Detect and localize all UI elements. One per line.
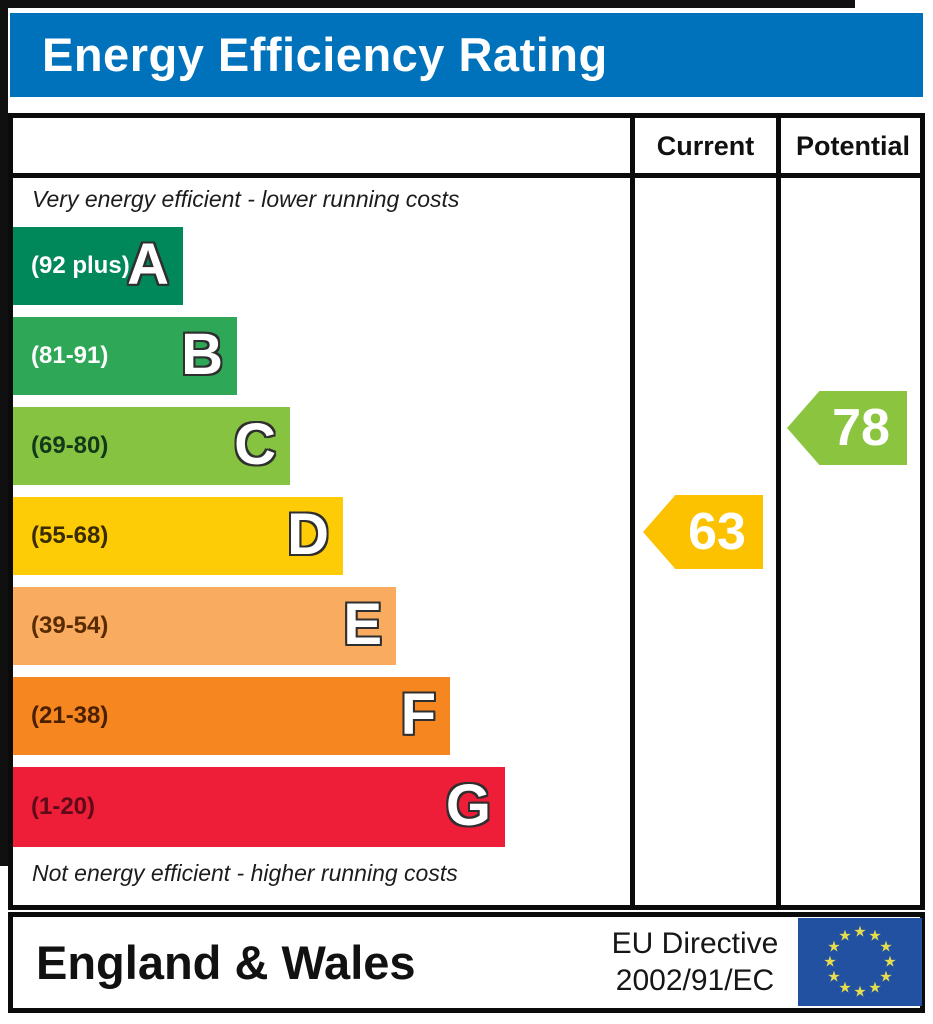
band-letter: G (445, 773, 491, 839)
eu-directive-label: EU Directive 2002/91/EC (598, 925, 792, 999)
eu-flag-star: ★ (883, 953, 897, 971)
eu-flag-star: ★ (879, 938, 893, 956)
eu-flag-star: ★ (827, 968, 841, 986)
band-letter: B (181, 322, 223, 388)
band-letter: A (127, 232, 169, 298)
eu-flag-icon: ★ ★ ★ ★ ★ ★ ★ ★ ★ ★ ★ ★ (798, 918, 922, 1006)
eu-flag-star: ★ (823, 953, 837, 971)
band-range-label: (1-20) (31, 793, 96, 820)
region-label: England & Wales (36, 936, 416, 989)
band-bar-e: (39-54) E (13, 587, 396, 665)
band-range-label: (69-80) (31, 432, 109, 459)
eu-flag-star: ★ (853, 983, 867, 1001)
current-rating-value: 63 (688, 503, 746, 561)
band-letter: C (234, 412, 276, 478)
band-range-label: (39-54) (31, 612, 109, 639)
potential-column-header: Potential (795, 131, 910, 161)
eu-flag-star: ★ (853, 923, 867, 941)
footer-frame (8, 912, 925, 1013)
top-caption: Very energy efficient - lower running co… (32, 186, 460, 212)
band-range-label: (92 plus) (31, 252, 130, 279)
column-divider-potential (776, 113, 781, 910)
band-bar-d: (55-68) D (13, 497, 343, 575)
band-bar-a: (92 plus) A (13, 227, 183, 305)
potential-rating-value: 78 (832, 399, 890, 457)
top-border-strip (0, 0, 855, 8)
band-bar-b: (81-91) B (13, 317, 237, 395)
left-border-strip (0, 0, 8, 866)
eu-flag-star: ★ (827, 938, 841, 956)
eu-directive-line1: EU Directive (611, 927, 779, 960)
column-divider-current (630, 113, 635, 910)
band-bar-f: (21-38) F (13, 677, 450, 755)
band-range-label: (21-38) (31, 702, 109, 729)
eu-flag-star: ★ (879, 968, 893, 986)
band-range-label: (81-91) (31, 342, 109, 369)
eu-directive-line2: 2002/91/EC (615, 964, 775, 997)
band-bar-c: (69-80) C (13, 407, 290, 485)
eu-flag-star: ★ (838, 927, 852, 945)
band-letter: F (400, 682, 436, 748)
band-range-label: (55-68) (31, 522, 109, 549)
eu-flag-star: ★ (838, 979, 852, 997)
band-letter: D (287, 502, 329, 568)
header-row-divider (8, 173, 925, 178)
eu-flag-star: ★ (868, 927, 882, 945)
bottom-caption: Not energy efficient - higher running co… (32, 860, 458, 886)
page-title: Energy Efficiency Rating (10, 13, 923, 97)
band-bar-g: (1-20) G (13, 767, 505, 847)
eu-flag-star: ★ (868, 979, 882, 997)
band-letter: E (343, 592, 382, 658)
current-column-header: Current (656, 131, 755, 161)
